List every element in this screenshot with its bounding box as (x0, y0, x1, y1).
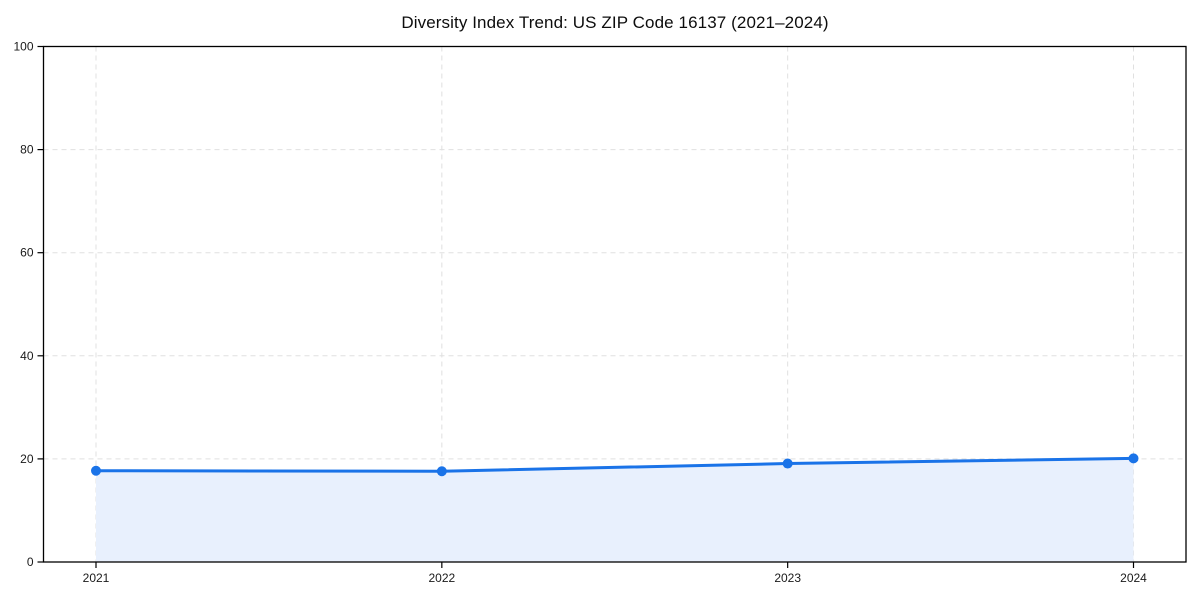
data-point (782, 458, 793, 469)
plot-border (42, 45, 1187, 563)
chart-title: Diversity Index Trend: US ZIP Code 16137… (401, 13, 829, 32)
data-point (91, 465, 101, 476)
x-tick-label: 2024 (1120, 571, 1147, 585)
trend-line (94, 456, 1135, 473)
x-tick-label: 2022 (428, 571, 455, 585)
data-point (436, 466, 447, 477)
y-tick-label: 100 (13, 40, 33, 54)
y-tick-label: 80 (20, 143, 34, 157)
y-tick-label: 0 (27, 555, 34, 569)
data-point (1128, 453, 1139, 464)
y-tick-label: 40 (20, 349, 34, 363)
area-fill (96, 458, 1134, 562)
y-tick-label: 60 (20, 246, 34, 260)
x-tick-label: 2021 (83, 571, 110, 585)
y-tick-label: 20 (20, 452, 34, 466)
x-tick-label: 2023 (774, 571, 801, 585)
